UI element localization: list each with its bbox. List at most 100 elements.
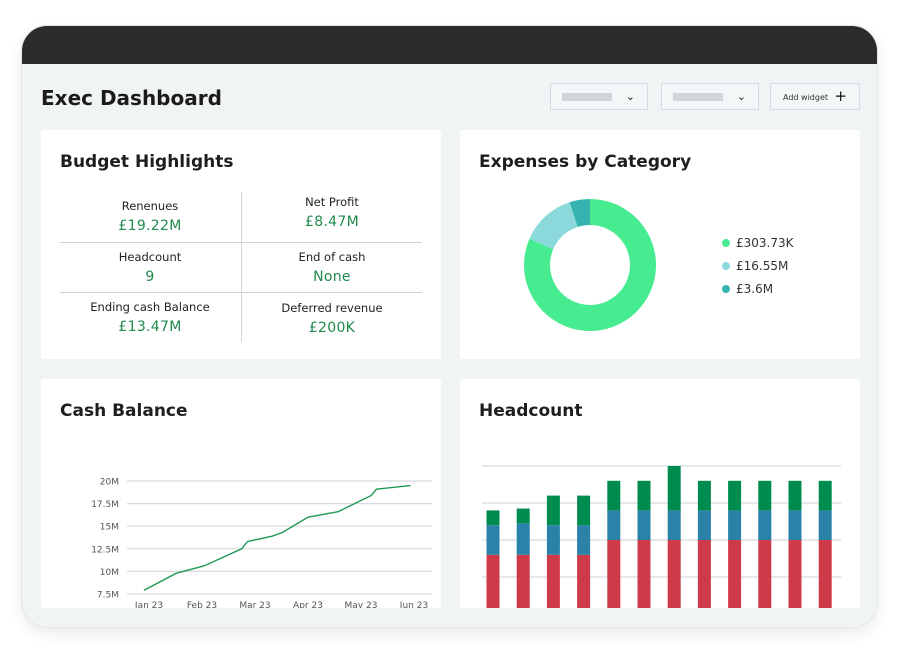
chevron-down-icon: ⌄ [625, 90, 635, 103]
bar-segment [637, 540, 651, 608]
line-chart: 7.5M 10M 12.5M 15M 17.5M 20M Jan 23 Feb 23 Mar 2… [91, 478, 432, 608]
page-title: Exec Dashboard [41, 86, 222, 110]
legend-swatch [722, 285, 730, 293]
y-tick-label: 20M [100, 478, 119, 488]
bar-segment [818, 510, 832, 540]
x-tick-label: Jun 23 [399, 601, 428, 608]
bar-segment [637, 480, 651, 511]
filter-dropdown-2[interactable]: ⌄ [661, 83, 759, 110]
bar-segment [637, 510, 651, 540]
y-tick-label: 7.5M [97, 591, 119, 601]
legend-label: £3.6M [736, 282, 774, 296]
kpi-label: Ending cash Balance [90, 300, 210, 314]
divider [60, 292, 422, 293]
dropdown-placeholder [673, 93, 723, 101]
kpi-net-profit: Net Profit £8.47M [242, 195, 422, 230]
kpi-label: End of cash [298, 250, 366, 264]
add-widget-button[interactable]: Add widget + [770, 83, 860, 110]
bar-segment [546, 495, 560, 526]
bar-segment [697, 510, 711, 540]
bar-segment [758, 480, 772, 511]
bar-segment [667, 510, 681, 540]
x-tick-label: Mar 23 [239, 601, 270, 608]
bar-segment [486, 525, 500, 555]
bar-segment [697, 540, 711, 608]
bar-segment [607, 480, 621, 511]
bar-segment [607, 510, 621, 540]
dashboard-window: Exec Dashboard ⌄ ⌄ Add widget + Budget Hi… [21, 25, 878, 628]
window-top-bar [22, 26, 877, 64]
kpi-value: £8.47M [305, 214, 359, 230]
kpi-end-of-cash: End of cash None [242, 250, 422, 285]
bar-segment [667, 540, 681, 608]
kpi-value: £19.22M [118, 218, 182, 234]
bar-segment [728, 540, 742, 608]
kpi-value: None [313, 269, 351, 285]
y-tick-label: 15M [100, 523, 119, 533]
donut-chart [524, 199, 656, 331]
bar-segment [788, 480, 802, 511]
bar-segment [788, 510, 802, 540]
divider [60, 242, 422, 243]
card-title: Cash Balance [60, 401, 188, 421]
bar-segment [516, 523, 530, 555]
kpi-label: Net Profit [305, 195, 359, 209]
kpi-value: £200K [308, 320, 356, 336]
kpi-revenues: Renenues £19.22M [60, 199, 240, 234]
legend-item: £16.55M [722, 259, 788, 273]
dropdown-placeholder [562, 93, 612, 101]
bar-segment [577, 525, 591, 555]
bar-segment [546, 554, 560, 608]
y-tick-label: 12.5M [91, 545, 119, 555]
bar-segment [818, 480, 832, 511]
kpi-label: Deferred revenue [281, 301, 383, 315]
donut-slice [569, 199, 590, 227]
bar-segment [486, 554, 500, 608]
expenses-card: Expenses by Category £303.73K £16.55M £3.6… [460, 130, 860, 359]
bar-segment [486, 510, 500, 526]
donut-slice [524, 199, 656, 331]
card-title: Headcount [479, 401, 583, 421]
bar-segment [516, 554, 530, 608]
add-widget-label: Add widget [783, 93, 829, 102]
legend-swatch [722, 262, 730, 270]
legend-item: £3.6M [722, 282, 773, 296]
bar-segment [788, 540, 802, 608]
kpi-label: Renenues [121, 199, 179, 213]
bar-segment [577, 554, 591, 608]
bar-segment [607, 540, 621, 608]
kpi-value: £13.47M [118, 319, 182, 335]
card-title: Budget Highlights [60, 152, 234, 172]
bar-segment [546, 525, 560, 555]
bar-segment [516, 508, 530, 524]
budget-highlights-card: Budget Highlights Renenues £19.22M Net Pr… [41, 130, 441, 359]
x-tick-label: May 23 [345, 601, 378, 608]
plus-icon: + [834, 87, 847, 105]
divider [241, 192, 242, 342]
kpi-deferred-revenue: Deferred revenue £200K [242, 301, 422, 336]
kpi-value: 9 [145, 269, 155, 285]
kpi-label: Headcount [118, 250, 182, 264]
donut-slice [529, 202, 578, 250]
bar-segment [667, 466, 681, 511]
y-tick-label: 10M [100, 568, 119, 578]
legend-label: £303.73K [736, 236, 794, 250]
filter-dropdown-1[interactable]: ⌄ [550, 83, 648, 110]
chevron-down-icon: ⌄ [736, 90, 746, 103]
kpi-headcount: Headcount 9 [60, 250, 240, 285]
x-tick-label: Feb 23 [187, 601, 217, 608]
bar-segment [697, 480, 711, 511]
y-tick-label: 17.5M [91, 500, 119, 510]
cash-balance-line [143, 484, 411, 592]
headcount-card: Headcount [460, 379, 860, 608]
legend-item: £303.73K [722, 236, 794, 250]
stacked-bar-chart [482, 465, 841, 608]
legend-swatch [722, 239, 730, 247]
x-tick-label: Jan 23 [134, 601, 163, 608]
bar-segment [577, 495, 591, 526]
x-tick-label: Apr 23 [293, 601, 323, 608]
bar-segment [728, 480, 742, 511]
bar-segment [758, 540, 772, 608]
card-title: Expenses by Category [479, 152, 692, 172]
legend-label: £16.55M [736, 259, 789, 273]
